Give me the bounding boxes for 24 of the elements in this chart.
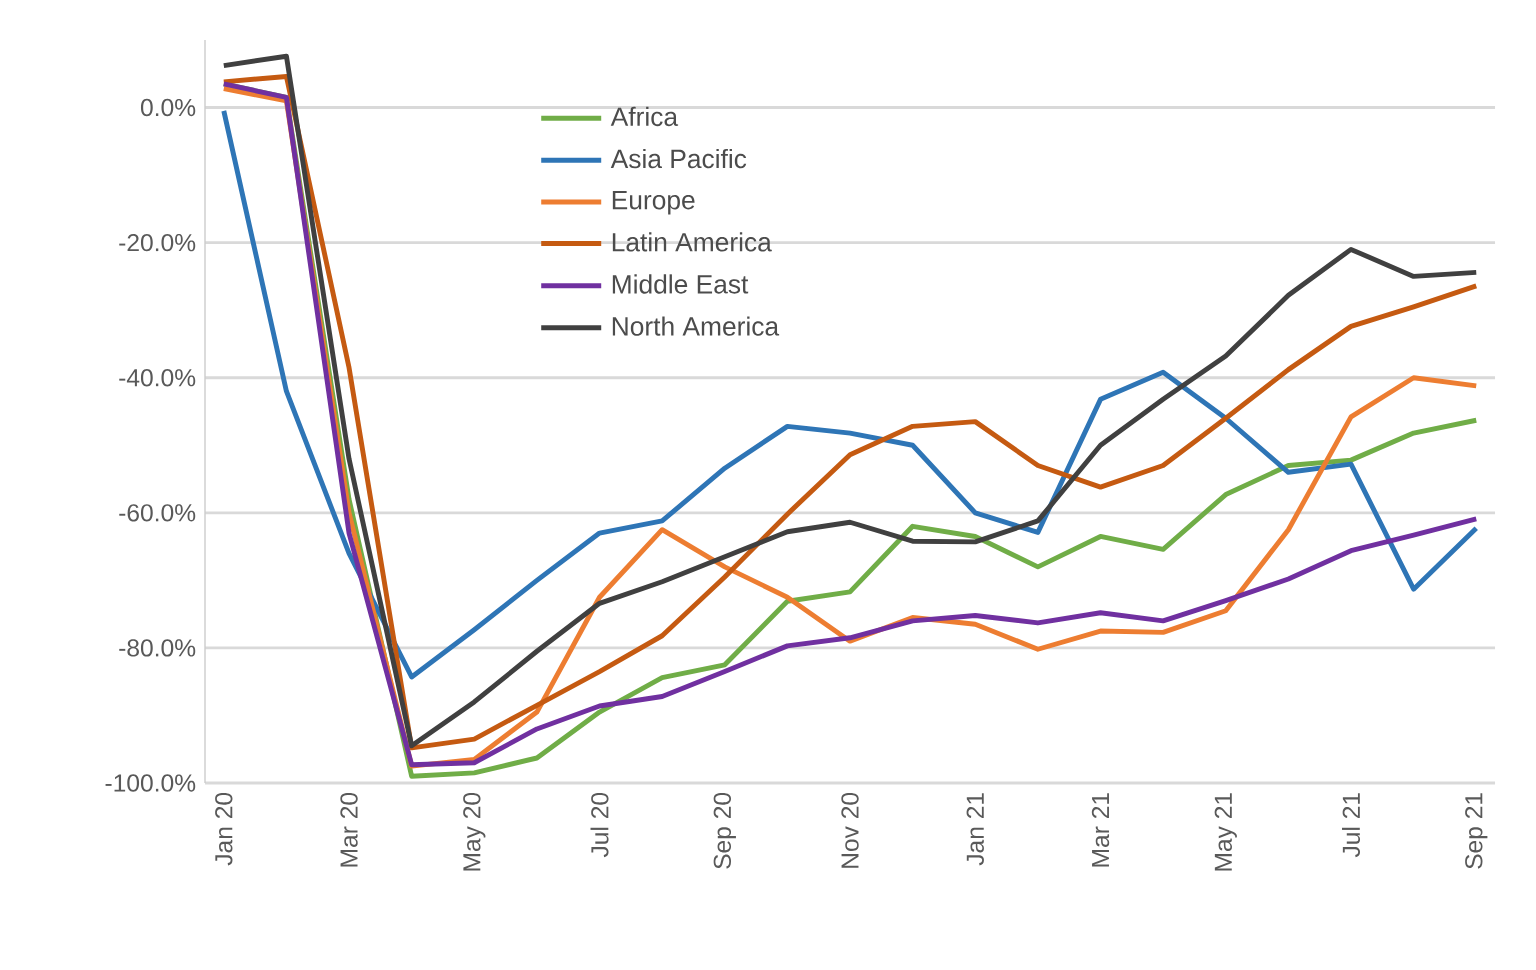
legend-label: North America xyxy=(612,316,780,336)
x-tick-label: May 21 xyxy=(1214,793,1237,871)
line-series xyxy=(221,108,1479,680)
y-tick-label: -60.0% xyxy=(119,504,196,522)
y-tick-label: -100.0% xyxy=(105,774,196,792)
legend-label: Latin America xyxy=(612,232,772,252)
x-tick-label: Mar 21 xyxy=(1091,793,1110,867)
x-tick-label: Jan 21 xyxy=(966,793,984,866)
x-tick-label: Nov 20 xyxy=(841,792,859,868)
x-tick-label: May 20 xyxy=(463,792,486,871)
legend-label: Europe xyxy=(612,191,695,215)
y-tick-label: -40.0% xyxy=(119,369,196,387)
x-tick-label: Jul 20 xyxy=(590,792,609,858)
x-tick-label: Jan 20 xyxy=(215,792,233,866)
y-tick-label: -20.0% xyxy=(119,233,196,252)
y-tick-label: 0.0% xyxy=(140,98,196,117)
legend-label: Africa xyxy=(610,106,679,127)
legend-label: Middle East xyxy=(612,274,749,294)
legend-label: Asia Pacific xyxy=(610,148,747,169)
y-tick-label: -80.0% xyxy=(119,639,196,657)
x-tick-label: Sep 20 xyxy=(713,792,736,869)
x-tick-label: Mar 20 xyxy=(340,792,358,867)
x-tick-label: Jul 21 xyxy=(1341,793,1361,858)
x-tick-label: Sep 21 xyxy=(1465,793,1488,869)
